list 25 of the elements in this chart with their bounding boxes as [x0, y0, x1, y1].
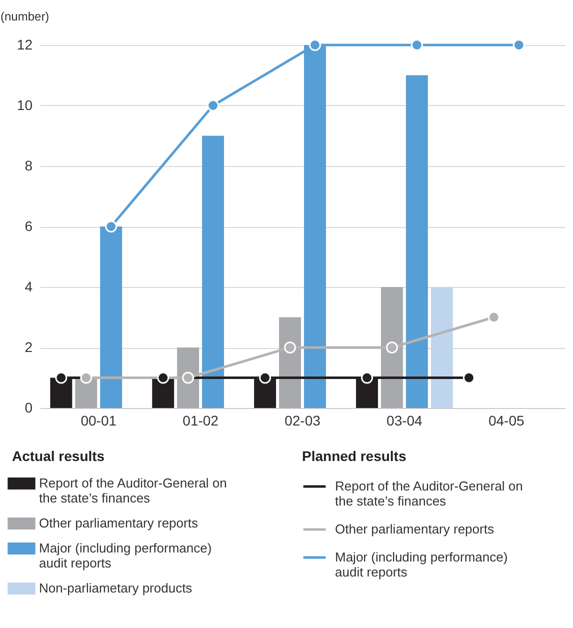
legend-label: Report of the Auditor-General on the state’s finances [335, 478, 523, 508]
y-tick-label: 2 [24, 339, 33, 355]
legend-label: Non-parliametary products [39, 580, 193, 596]
legend-label: Other parliamentary reports [335, 522, 494, 536]
y-tick-label: 4 [24, 278, 33, 294]
bar [202, 136, 224, 408]
bar [406, 75, 428, 408]
legend-label: Major (including performance) audit reports [39, 540, 212, 570]
x-tick-label: 02-03 [284, 412, 321, 428]
text: Planned results [302, 448, 406, 464]
y-tick-label: 10 [16, 97, 33, 113]
y-tick-label: 8 [24, 158, 33, 174]
x-tick-label: 03-04 [386, 412, 423, 428]
legend-label: Other parliamentary reports [39, 516, 198, 530]
y-tick-label: 12 [16, 36, 33, 52]
bar [430, 287, 453, 408]
legend-title: Actual results [12, 448, 105, 464]
x-tick-label: 00-01 [80, 412, 117, 428]
legend-label: Major (including performance) audit reports [335, 550, 508, 580]
x-tick-label: 01-02 [182, 412, 219, 428]
y-tick-label: 0 [24, 400, 33, 416]
y-axis-title: (number) [0, 10, 50, 24]
y-tick-label: 6 [24, 218, 33, 234]
legend-label: Report of the Auditor-General on the state’s finances [39, 476, 227, 506]
x-tick-label: 04-05 [488, 412, 524, 428]
